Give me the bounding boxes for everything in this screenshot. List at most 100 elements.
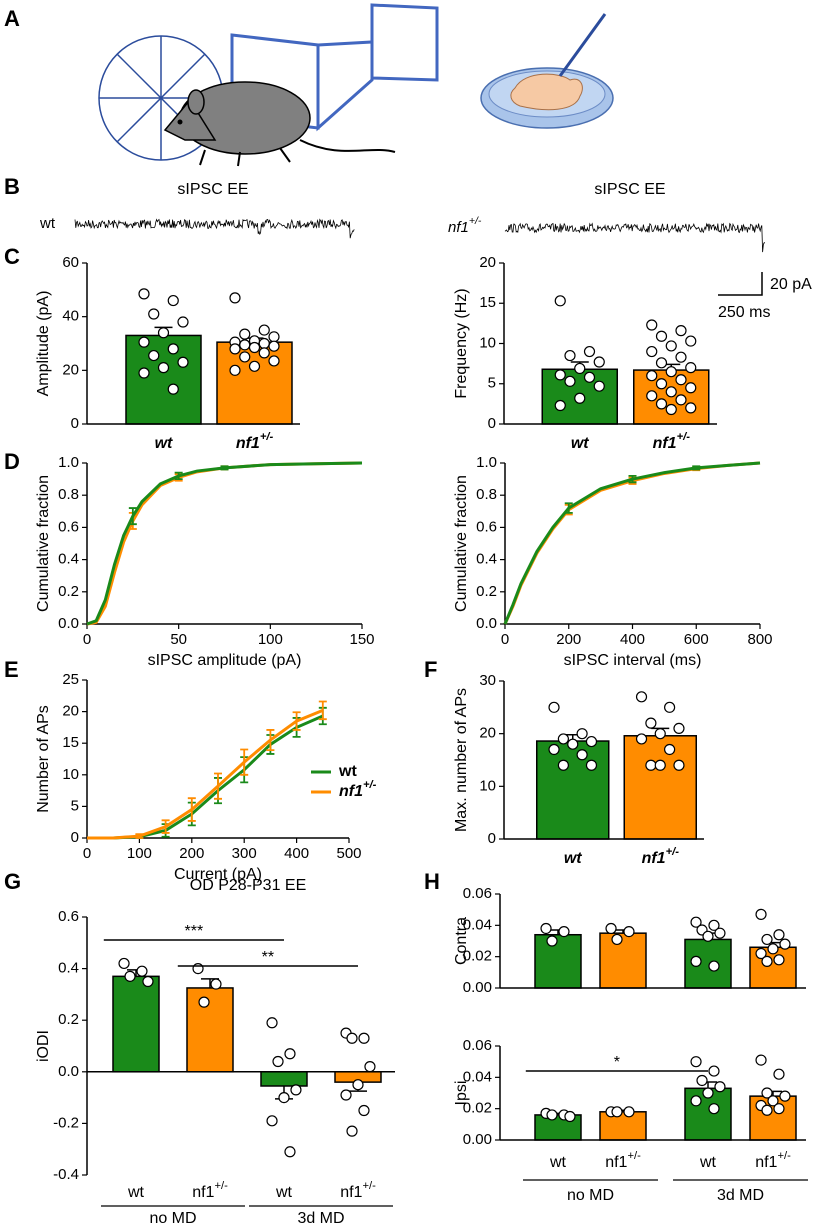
data-dot (258, 324, 270, 336)
data-dot (574, 392, 586, 404)
y-tick-label: 0 (71, 829, 79, 846)
data-dot (655, 357, 668, 369)
group-label: no MD (567, 1187, 614, 1204)
y-tick-label: -0.4 (53, 1166, 79, 1183)
panel-letter: C (4, 244, 20, 269)
data-dot (239, 339, 251, 351)
data-dot (779, 938, 791, 950)
y-tick-label: 30 (479, 672, 496, 689)
data-dot (655, 398, 668, 410)
data-dot (576, 728, 588, 740)
data-dot (673, 759, 685, 771)
y-axis-label: Contra (453, 917, 470, 965)
y-axis-label: iODI (35, 1030, 52, 1062)
data-dot (690, 916, 702, 928)
x-tick-label: 500 (336, 845, 361, 862)
data-dot (585, 759, 598, 771)
x-tick-label: wt (699, 1154, 717, 1171)
data-dot (665, 386, 677, 398)
panel-letter: E (4, 657, 19, 682)
data-dot (593, 380, 605, 392)
data-dot (708, 919, 720, 931)
data-dot (665, 366, 677, 378)
data-dot (346, 1032, 358, 1044)
data-dot (696, 1074, 708, 1087)
x-axis-label: sIPSC amplitude (pA) (148, 652, 302, 669)
data-dot (708, 1065, 720, 1077)
data-dot (574, 362, 586, 375)
y-tick-label: 0.04 (463, 1068, 492, 1085)
bar (623, 735, 697, 840)
data-dot (284, 1146, 296, 1158)
x-tick-label: wt (127, 1184, 145, 1201)
x-tick-label: 0 (83, 845, 91, 862)
data-dot (167, 294, 179, 307)
data-dot (167, 383, 179, 395)
y-tick-label: 0.4 (58, 960, 79, 977)
data-dot (611, 1106, 623, 1118)
data-dot (611, 933, 623, 946)
data-dot (761, 933, 773, 946)
data-dot (675, 374, 687, 386)
series-line (86, 461, 363, 626)
data-dot (593, 356, 605, 368)
y-tick-label: 20 (479, 254, 496, 271)
y-tick-label: -0.2 (53, 1114, 79, 1131)
data-dot (157, 327, 170, 339)
trace (74, 218, 355, 239)
scale-label: 20 pA (770, 276, 812, 293)
data-dot (675, 325, 687, 337)
trace-label: nf1+/- (448, 215, 482, 236)
error-bar (128, 507, 137, 526)
panel-letter: H (424, 869, 440, 894)
y-tick-label: 0 (488, 415, 496, 432)
y-tick-label: 10 (479, 777, 496, 794)
y-axis-label: Ipsi (453, 1081, 470, 1106)
data-dot (767, 1095, 779, 1107)
y-tick-label: 0.06 (463, 1037, 492, 1054)
trace (504, 222, 766, 253)
data-dot (138, 288, 150, 300)
y-tick-label: 15 (62, 734, 79, 751)
data-dot (266, 1017, 278, 1029)
data-dot (239, 351, 251, 363)
data-dot (708, 960, 720, 972)
x-axis-label: sIPSC interval (ms) (564, 652, 702, 669)
data-dot (755, 908, 767, 920)
data-dot (654, 728, 666, 740)
data-dot (646, 370, 658, 382)
data-dot (268, 355, 280, 367)
data-dot (540, 922, 552, 935)
series-line (86, 461, 363, 626)
bar (186, 987, 234, 1073)
data-dot (564, 375, 576, 387)
x-tick-label: 0 (83, 631, 91, 648)
scale-label: 250 ms (718, 304, 770, 321)
data-dot (248, 341, 261, 354)
data-dot (685, 402, 697, 414)
data-dot (358, 1104, 370, 1117)
data-dot (623, 1106, 635, 1118)
data-dot (675, 394, 687, 406)
x-tick-label: wt (564, 850, 582, 867)
data-dot (546, 935, 558, 947)
data-dot (284, 1048, 296, 1060)
data-dot (136, 965, 148, 977)
data-dot (655, 330, 668, 342)
data-dot (645, 759, 657, 771)
data-dot (685, 382, 697, 394)
data-dot (685, 335, 697, 347)
data-dot (157, 362, 170, 374)
x-tick-label: wt (549, 1154, 567, 1171)
trace-label: wt (39, 215, 56, 232)
data-dot (118, 957, 130, 970)
data-dot (675, 351, 687, 363)
y-tick-label: 40 (62, 308, 79, 325)
y-tick-label: 25 (62, 671, 79, 688)
data-dot (664, 743, 676, 756)
data-dot (702, 930, 714, 942)
data-dot (665, 403, 677, 416)
data-dot (773, 1103, 785, 1115)
x-tick-label: wt (155, 435, 173, 452)
y-axis-label: Max. number of APs (453, 688, 470, 832)
